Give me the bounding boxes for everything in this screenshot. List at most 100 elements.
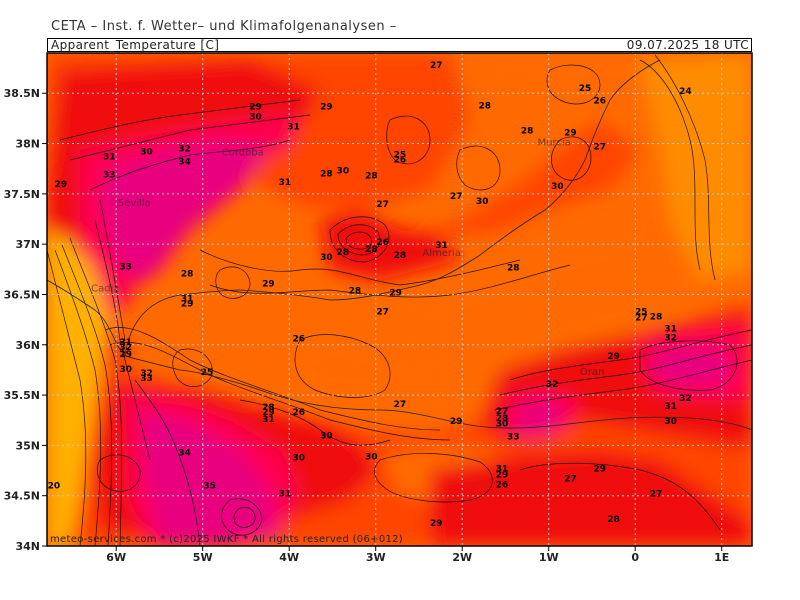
y-tick-label: 35.5N <box>4 389 40 402</box>
temp-band <box>100 140 270 285</box>
city-label: Cordoba <box>222 148 264 159</box>
map-info-bar: Apparent_Temperature [C] 09.07.2025 18 U… <box>47 38 752 52</box>
isotherm-value-label: 24 <box>679 87 692 97</box>
isotherm-value-label: 32 <box>140 369 153 379</box>
isotherm-value-label: 26 <box>292 408 305 418</box>
temp-band <box>430 450 752 546</box>
temp-band <box>380 120 640 260</box>
isotherm-value-label: 31 <box>181 294 194 304</box>
isotherm-value-label: 33 <box>103 171 116 181</box>
city-label: Murcia <box>537 138 570 149</box>
temp-band <box>285 330 420 405</box>
isotherm-value-label: 30 <box>292 453 305 463</box>
x-tick-label: 2W <box>452 551 472 564</box>
isotherm-value-label: 31 <box>103 153 116 163</box>
map-source-title: CETA – Inst. f. Wetter– und Klimafolgena… <box>51 19 397 34</box>
isotherm-value-label: 28 <box>607 515 620 525</box>
map-frame <box>46 52 753 547</box>
isotherm-value-label: 29 <box>564 128 577 138</box>
isotherm-value-label: 30 <box>119 365 132 375</box>
isotherm-value-label: 31 <box>664 402 677 412</box>
isotherm-value-label: 28 <box>507 263 520 273</box>
y-tick-label: 34N <box>15 540 40 553</box>
isotherm-value-label: 29 <box>450 417 463 427</box>
isotherm-value-label: 27 <box>376 200 389 210</box>
isotherm-value-label: 29 <box>249 102 262 112</box>
copyright-footer: meteo-services.com * (c)2025 IWKF * All … <box>50 534 404 545</box>
temp-band <box>515 400 565 435</box>
x-tick-label: 1W <box>539 551 559 564</box>
isotherm-value-label: 31 <box>435 241 448 251</box>
x-tick-label: 3W <box>366 551 386 564</box>
isotherm-value-label: 27 <box>430 61 443 71</box>
y-axis: 38.5N 38N 37.5N 37N 36.5N 36N 35.5N 35N 34.5N 34N <box>4 87 47 553</box>
isotherm-value-label: 29 <box>389 288 402 298</box>
isotherm-value-label: 31 <box>664 325 677 335</box>
y-tick-label: 36.5N <box>4 288 40 301</box>
isotherm-value-label: 30 <box>476 197 489 207</box>
isotherm-value-label: 30 <box>320 431 333 441</box>
isotherm-value-label: 29 <box>119 350 132 360</box>
parameter-label: Apparent_Temperature [C] <box>51 38 220 52</box>
isotherm-value-label: 31 <box>119 338 132 348</box>
y-tick-label: 34.5N <box>4 490 40 503</box>
isotherm-value-label: 28 <box>349 286 362 296</box>
isotherm-value-label: 28 <box>394 251 407 261</box>
y-tick-label: 37.5N <box>4 188 40 201</box>
isotherm-value-label: 32 <box>546 380 559 390</box>
isotherm-value-label: 27 <box>496 407 509 417</box>
isotherm-value-label: 28 <box>650 313 663 323</box>
isotherm-value-label: 30 <box>249 112 262 122</box>
isotherm-value-label: 32 <box>119 343 132 353</box>
temp-band <box>640 55 752 280</box>
isotherm-value-label: 30 <box>320 253 333 263</box>
isotherm-value-label: 27 <box>564 475 577 485</box>
isotherm-value-label: 26 <box>496 481 509 491</box>
temp-band <box>320 210 460 280</box>
isotherm-value-label: 31 <box>279 490 292 500</box>
isotherm-value-label: 34 <box>178 158 191 168</box>
isotherm-value-label: 27 <box>650 490 663 500</box>
isotherm-value-label: 31 <box>279 178 292 188</box>
isotherm-value-label: 28 <box>478 101 491 111</box>
isotherm-value-label: 30 <box>140 148 153 158</box>
isotherm-value-label: 29 <box>262 279 275 289</box>
isotherm-value-label: 25 <box>579 84 592 94</box>
city-label: Cadiz <box>91 283 119 294</box>
isotherm-value-label: 29 <box>496 471 509 481</box>
isotherm-value-label: 27 <box>394 400 407 410</box>
isotherm-value-label: 34 <box>178 448 191 458</box>
isotherm-value-label: 30 <box>551 182 564 192</box>
isotherm-value-label: 27 <box>635 314 648 324</box>
isotherm-value-label: 29 <box>262 408 275 418</box>
isotherm-value-label: 30 <box>496 419 509 429</box>
isotherm-value-label: 26 <box>593 96 606 106</box>
isotherm-value-label: 28 <box>320 170 333 180</box>
isotherm-value-label: 29 <box>430 519 443 529</box>
valid-time: 09.07.2025 18 UTC <box>626 38 749 52</box>
x-axis: 6W 5W 4W 3W 2W 1W 0 1E <box>106 546 729 564</box>
y-tick-label: 38.5N <box>4 87 40 100</box>
isotherm-value-label: 28 <box>262 403 275 413</box>
y-tick-label: 36N <box>15 339 40 352</box>
isotherm-value-label: 31 <box>262 415 275 425</box>
isotherm-value-label: 26 <box>394 156 407 166</box>
y-tick-label: 38N <box>15 138 40 151</box>
isotherm-value-label: 29 <box>55 180 68 190</box>
x-tick-label: 5W <box>193 551 213 564</box>
isotherm-value-label: 27 <box>376 308 389 318</box>
isotherm-value-label: 30 <box>664 417 677 427</box>
isotherm-value-label: 31 <box>496 465 509 475</box>
isotherm-value-label: 32 <box>178 145 191 155</box>
isotherm-value-label: 25 <box>394 151 407 161</box>
isotherm-value-label: 28 <box>365 172 378 182</box>
temp-band <box>650 345 735 385</box>
city-label: Sevilla <box>118 198 151 209</box>
isotherm-value-label: 26 <box>376 238 389 248</box>
temp-band <box>47 230 110 546</box>
isotherm-value-label: 31 <box>287 122 300 132</box>
x-tick-label: 1E <box>714 551 729 564</box>
city-label: Oran <box>580 367 604 378</box>
